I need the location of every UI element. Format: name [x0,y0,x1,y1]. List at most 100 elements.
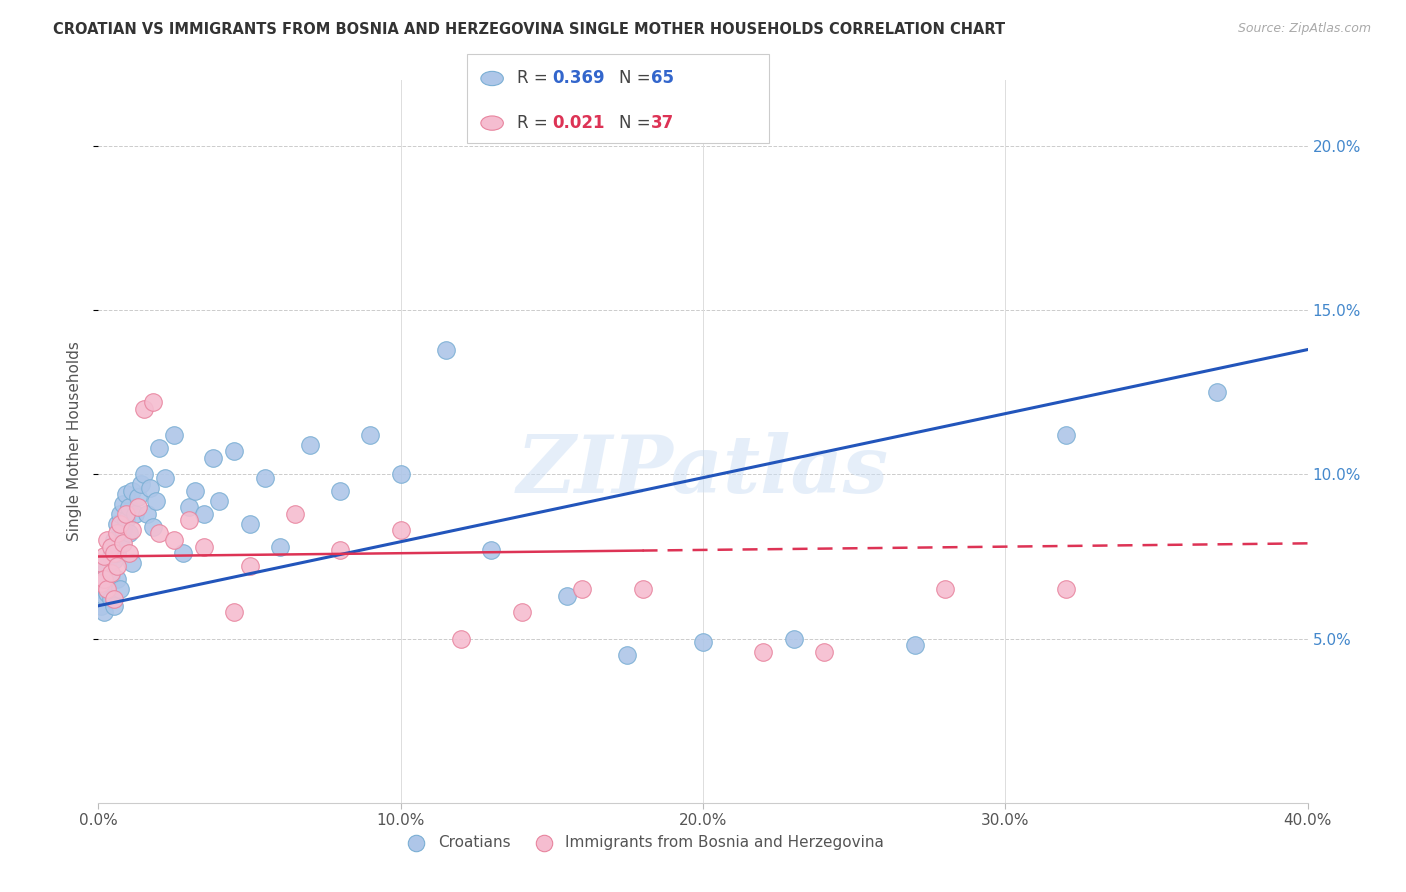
Point [90,599,112,613]
Point [90,575,112,590]
Point [329,542,352,557]
Point [114,513,136,527]
Point [184,483,207,498]
Point [934,582,956,597]
Point [100,566,122,580]
Point [96,533,118,547]
Point [148,526,170,541]
Point [434,343,457,357]
Point [90,573,112,587]
Point [179,513,201,527]
Point [148,441,170,455]
Point [163,533,186,547]
Point [224,444,246,458]
Text: 0.021: 0.021 [553,114,605,132]
Point [93,549,115,564]
Point [93,605,115,619]
Point [510,605,533,619]
Point [105,573,128,587]
Text: N =: N = [619,70,655,87]
Point [193,540,215,554]
Point [193,507,215,521]
Point [904,638,927,652]
Text: Source: ZipAtlas.com: Source: ZipAtlas.com [1237,22,1371,36]
Point [389,467,412,482]
Text: 0.369: 0.369 [553,70,605,87]
Point [145,493,167,508]
Point [96,563,118,577]
Point [121,523,143,537]
Point [103,553,125,567]
Point [105,516,128,531]
Point [96,559,118,574]
Point [93,566,115,580]
Point [105,526,128,541]
Point [481,542,503,557]
Point [118,500,141,515]
Point [450,632,472,646]
Point [121,556,143,570]
Point [284,507,307,521]
Text: 37: 37 [651,114,675,132]
Point [1054,428,1077,442]
Text: CROATIAN VS IMMIGRANTS FROM BOSNIA AND HERZEGOVINA SINGLE MOTHER HOUSEHOLDS CORR: CROATIAN VS IMMIGRANTS FROM BOSNIA AND H… [53,22,1005,37]
Point [153,470,176,484]
Point [142,395,165,409]
Text: ZIPatlas: ZIPatlas [517,432,889,509]
Point [253,470,276,484]
Point [90,556,112,570]
Point [103,546,125,560]
Point [103,533,125,547]
Point [127,500,149,515]
Point [93,575,115,590]
Point [752,645,775,659]
Point [90,582,112,597]
Point [96,582,118,597]
Point [616,648,638,662]
Point [142,520,165,534]
Point [100,540,122,554]
Point [124,507,146,521]
Point [118,546,141,560]
Point [329,483,352,498]
Point [172,546,194,560]
Point [114,507,136,521]
Point [239,559,262,574]
Point [111,523,134,537]
Y-axis label: Single Mother Households: Single Mother Households [67,342,83,541]
Point [139,481,162,495]
Point [108,516,131,531]
Point [103,592,125,607]
Text: R =: R = [517,114,554,132]
Point [129,477,152,491]
Text: N =: N = [619,114,655,132]
Point [389,523,412,537]
Point [299,438,322,452]
Text: 65: 65 [651,70,673,87]
Point [114,487,136,501]
Point [121,483,143,498]
Point [108,582,131,597]
Point [813,645,835,659]
Point [1206,385,1229,400]
Point [100,549,122,564]
Point [108,536,131,550]
Point [105,559,128,574]
Point [103,599,125,613]
Point [135,507,157,521]
Point [1054,582,1077,597]
Point [132,401,155,416]
Point [239,516,262,531]
Point [96,579,118,593]
Point [111,497,134,511]
Point [360,428,382,442]
Point [127,491,149,505]
Point [93,573,115,587]
Point [202,450,225,465]
Legend: Croatians, Immigrants from Bosnia and Herzegovina: Croatians, Immigrants from Bosnia and He… [395,830,890,856]
Point [163,428,186,442]
Point [118,526,141,541]
Text: R =: R = [517,70,554,87]
Point [224,605,246,619]
Point [108,507,131,521]
